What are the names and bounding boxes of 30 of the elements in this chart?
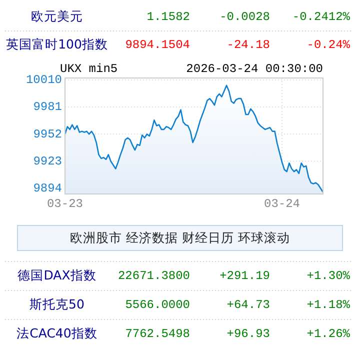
text: 英国富时100指数 <box>6 36 108 52</box>
y-tick-label: 9923 <box>33 154 62 168</box>
y-tick-label: 9894 <box>33 182 62 196</box>
text: +96.93 <box>226 327 270 342</box>
x-tick-label: 03-23 <box>46 197 84 212</box>
text: 德国DAX指数 <box>18 267 96 282</box>
text: 1.1582 <box>146 10 190 24</box>
text: 5566.0000 <box>125 298 190 312</box>
text: 9894.1504 <box>125 38 190 52</box>
y-tick-label: 9952 <box>33 127 62 142</box>
text: -0.24% <box>306 38 351 52</box>
text: +64.73 <box>226 298 270 312</box>
text: 斯托克50 <box>30 296 84 312</box>
text: -24.18 <box>226 38 270 52</box>
text: 欧洲股市 经济数据 财经日历 环球滚动 <box>70 230 290 245</box>
text: +1.30% <box>306 269 351 284</box>
text: -0.2412% <box>292 10 351 24</box>
text: -0.0028 <box>220 10 270 24</box>
chart-title: UKX min5 <box>60 62 118 76</box>
text: 欧元美元 <box>31 8 83 24</box>
text: +291.19 <box>220 269 270 284</box>
text: 法CAC40指数 <box>16 325 98 340</box>
y-tick-label: 10010 <box>26 73 62 88</box>
text: 7762.5498 <box>125 327 190 342</box>
text: +1.18% <box>306 298 351 312</box>
x-tick-label: 03-24 <box>264 197 300 212</box>
text: +1.26% <box>306 327 351 342</box>
y-tick-label: 9981 <box>33 100 62 114</box>
text: 22671.3800 <box>118 269 190 284</box>
chart-subtitle: 2026-03-24 00:30:00 <box>186 62 323 76</box>
